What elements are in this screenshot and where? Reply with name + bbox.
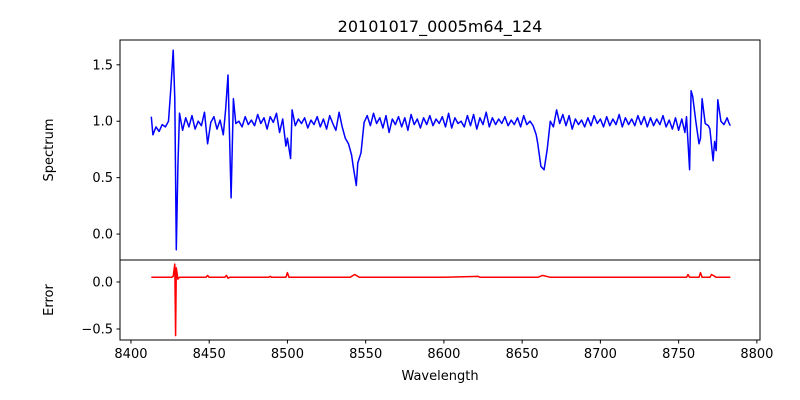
- y-tick-label: −0.5: [81, 323, 113, 338]
- axes-frame: [119, 259, 761, 341]
- y-tick-label: 1.0: [92, 115, 113, 130]
- x-tick-label: 8550: [349, 347, 382, 362]
- chart-title: 20101017_0005m64_124: [338, 17, 543, 37]
- x-tick-label: 8750: [662, 347, 695, 362]
- error-line: [151, 263, 731, 337]
- spectrum-line: [150, 49, 731, 251]
- x-tick-label: 8450: [193, 347, 226, 362]
- x-tick-label: 8700: [584, 347, 617, 362]
- y-tick-label: 0.5: [92, 171, 113, 186]
- x-tick-label: 8500: [271, 347, 304, 362]
- x-axis-label: Wavelength: [401, 369, 478, 384]
- y-axis-label-spectrum: Spectrum: [42, 119, 57, 182]
- x-tick-label: 8400: [114, 347, 147, 362]
- error-axes: −0.5 0.0 8400 8450 8500 8550 8600 8650 8700 8750 8…: [81, 259, 773, 362]
- x-tick-label: 8650: [506, 347, 539, 362]
- y-axis-label-error: Error: [42, 284, 57, 316]
- y-tick-label: 0.0: [92, 228, 113, 243]
- x-tick-label: 8800: [740, 347, 773, 362]
- y-tick-label: 0.0: [92, 275, 113, 290]
- x-tick-label: 8600: [427, 347, 460, 362]
- y-tick-label: 1.5: [92, 58, 113, 73]
